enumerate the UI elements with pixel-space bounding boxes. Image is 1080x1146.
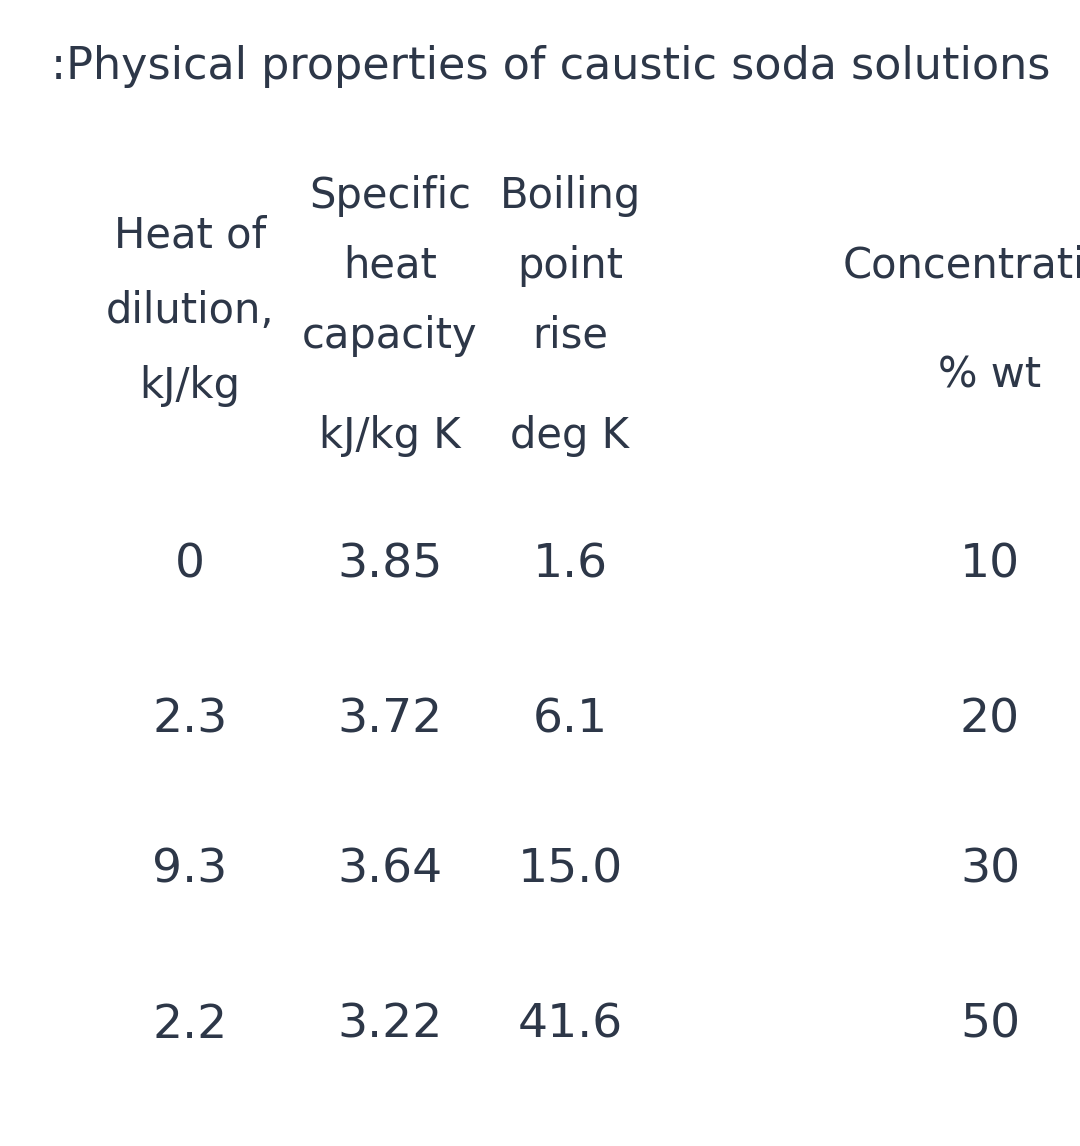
Text: 3.64: 3.64 <box>337 848 443 893</box>
Text: Heat of: Heat of <box>113 215 266 257</box>
Text: 30: 30 <box>960 848 1021 893</box>
Text: 2.3: 2.3 <box>152 698 228 743</box>
Text: :Physical properties of caustic soda solutions: :Physical properties of caustic soda sol… <box>51 45 1050 88</box>
Text: Concentration: Concentration <box>842 245 1080 286</box>
Text: 1.6: 1.6 <box>532 542 608 588</box>
Text: kJ/kg: kJ/kg <box>139 364 241 407</box>
Text: Boiling: Boiling <box>499 175 640 217</box>
Text: 3.22: 3.22 <box>337 1003 443 1047</box>
Text: 15.0: 15.0 <box>517 848 623 893</box>
Text: heat: heat <box>343 245 437 286</box>
Text: point: point <box>517 245 623 286</box>
Text: rise: rise <box>532 315 608 358</box>
Text: 3.85: 3.85 <box>337 542 443 588</box>
Text: capacity: capacity <box>302 315 477 358</box>
Text: Specific: Specific <box>309 175 471 217</box>
Text: 20: 20 <box>960 698 1021 743</box>
Text: 0: 0 <box>175 542 205 588</box>
Text: 50: 50 <box>960 1003 1021 1047</box>
Text: 9.3: 9.3 <box>152 848 228 893</box>
Text: 3.72: 3.72 <box>337 698 443 743</box>
Text: deg K: deg K <box>511 415 630 457</box>
Text: 41.6: 41.6 <box>517 1003 623 1047</box>
Text: dilution,: dilution, <box>106 290 274 332</box>
Text: kJ/kg K: kJ/kg K <box>320 415 461 457</box>
Text: 2.2: 2.2 <box>152 1003 228 1047</box>
Text: 6.1: 6.1 <box>532 698 608 743</box>
Text: 10: 10 <box>960 542 1021 588</box>
Text: % wt: % wt <box>939 355 1041 397</box>
